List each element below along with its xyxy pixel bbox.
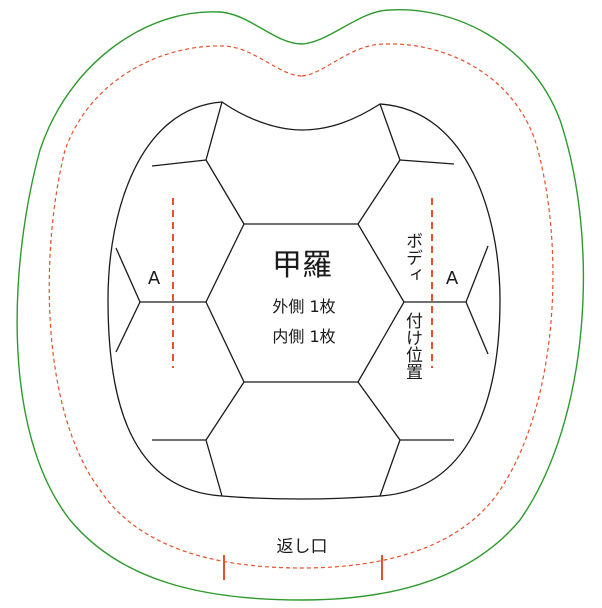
shell-outline <box>107 101 501 500</box>
count-outer: 外側 1枚 <box>272 297 335 316</box>
seam-allowance-line <box>48 43 554 569</box>
count-inner: 内側 1枚 <box>272 327 335 346</box>
body-position-bottom: 付け位置 <box>402 312 423 380</box>
part-title: 甲羅 <box>272 248 332 283</box>
body-position-top: ボディ <box>402 232 422 283</box>
opening-label: 返し口 <box>277 537 328 557</box>
label-a-right: A <box>446 268 459 289</box>
cut-line <box>16 8 585 601</box>
label-a-left: A <box>148 268 161 289</box>
panel-lines <box>115 101 489 497</box>
